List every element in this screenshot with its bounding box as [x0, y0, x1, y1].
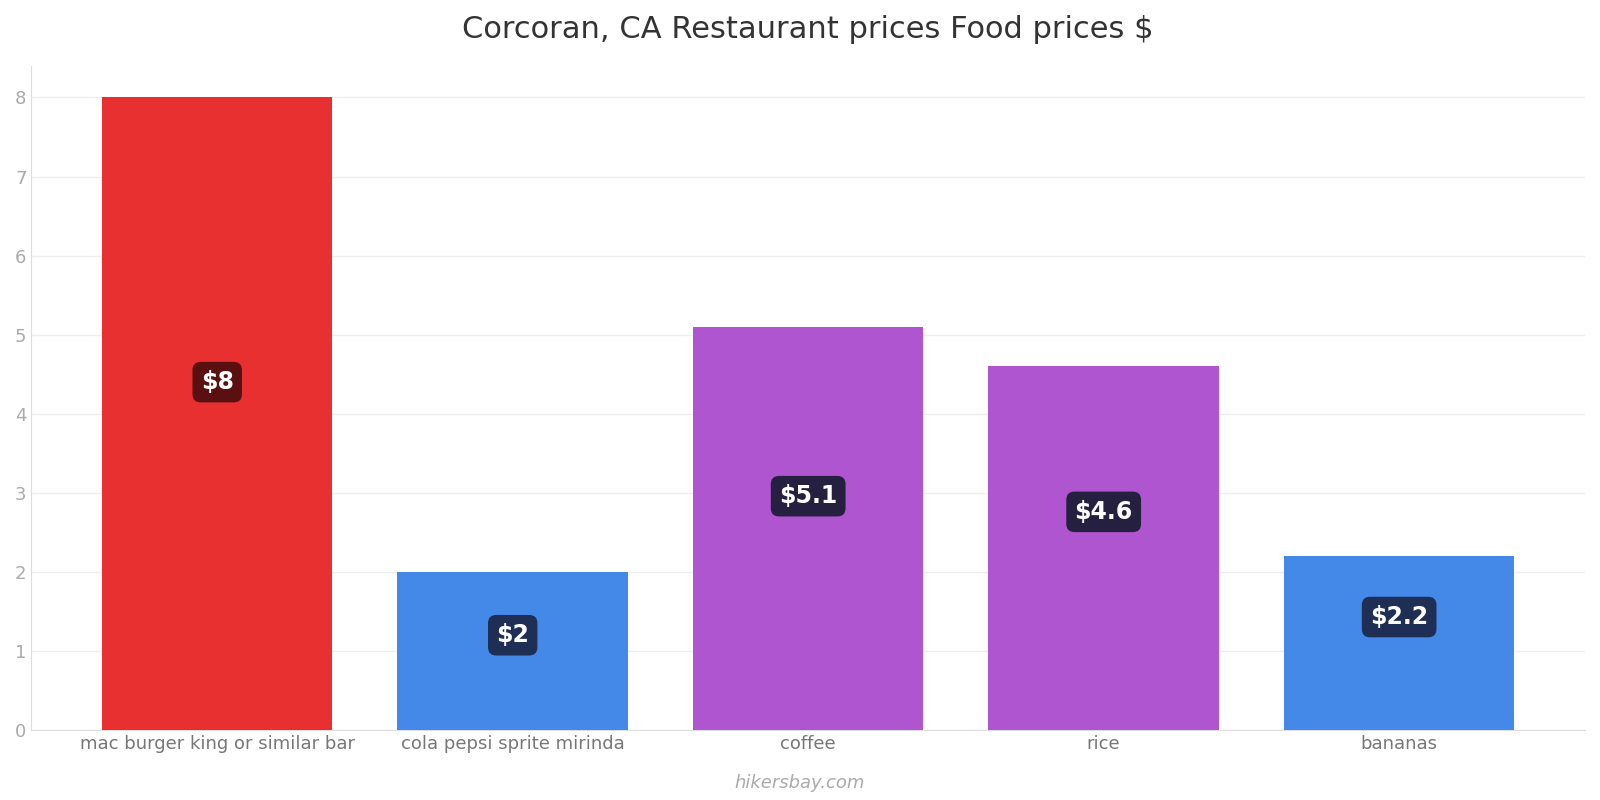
Text: $5.1: $5.1: [779, 484, 837, 508]
Title: Corcoran, CA Restaurant prices Food prices $: Corcoran, CA Restaurant prices Food pric…: [462, 15, 1154, 44]
Text: $2.2: $2.2: [1370, 605, 1429, 629]
Bar: [102, 98, 333, 730]
Bar: [1283, 556, 1514, 730]
Text: hikersbay.com: hikersbay.com: [734, 774, 866, 792]
Bar: [397, 572, 627, 730]
Text: $2: $2: [496, 623, 530, 647]
Text: $4.6: $4.6: [1075, 500, 1133, 524]
Bar: [693, 326, 923, 730]
Bar: [989, 366, 1219, 730]
Text: $8: $8: [200, 370, 234, 394]
